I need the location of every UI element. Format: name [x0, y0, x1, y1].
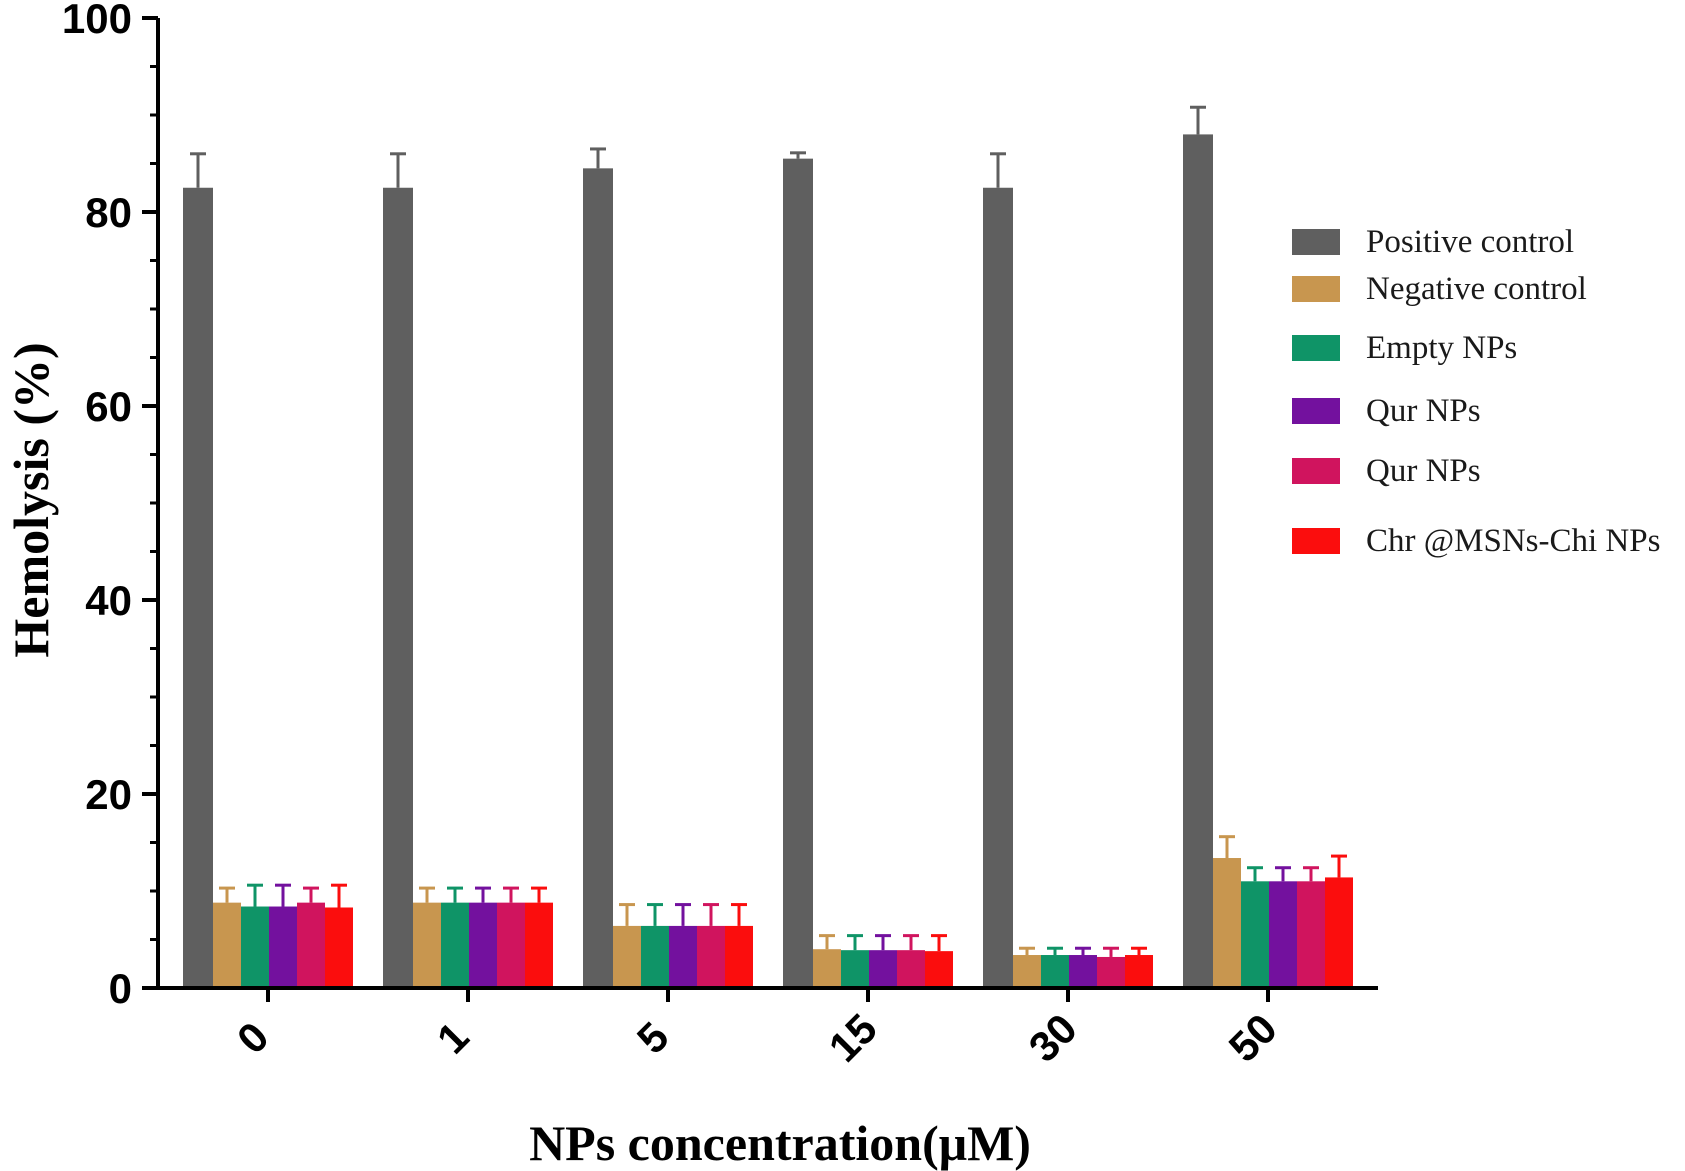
bar-3-cat-5 — [641, 925, 669, 988]
y-tick-label: 80 — [85, 189, 132, 236]
legend-swatch-3 — [1292, 335, 1340, 361]
y-tick-label: 20 — [85, 771, 132, 818]
bar-4-cat-0 — [269, 906, 297, 988]
bar-4-cat-30 — [1069, 955, 1097, 988]
x-tick-label: 5 — [628, 1013, 678, 1063]
legend-label-3: Empty NPs — [1366, 330, 1517, 366]
bar-1-cat-30 — [983, 187, 1013, 988]
bar-5-cat-5 — [697, 925, 725, 988]
x-tick-label: 1 — [428, 1013, 478, 1063]
bar-5-cat-50 — [1297, 881, 1325, 988]
bar-2-cat-50 — [1213, 858, 1241, 988]
bar-5-cat-1 — [497, 902, 525, 988]
bar-1-cat-5 — [583, 168, 613, 989]
bar-5-cat-0 — [297, 902, 325, 988]
bar-6-cat-0 — [325, 907, 353, 988]
bar-6-cat-50 — [1325, 877, 1353, 988]
bar-6-cat-1 — [525, 902, 553, 988]
legend: Positive control Negative control Empty NP… — [1292, 224, 1660, 559]
bar-2-cat-5 — [613, 925, 641, 988]
bar-6-cat-15 — [925, 951, 953, 988]
x-axis-title: NPs concentration(μM) — [529, 1115, 1031, 1171]
legend-swatch-1 — [1292, 229, 1340, 255]
bar-6-cat-5 — [725, 925, 753, 988]
bar-1-cat-50 — [1183, 134, 1213, 988]
bar-2-cat-0 — [213, 902, 241, 988]
bar-4-cat-1 — [469, 902, 497, 988]
y-tick-label: 60 — [85, 383, 132, 430]
legend-label-4: Qur NPs — [1366, 393, 1481, 429]
y-tick-label: 0 — [109, 965, 132, 1012]
legend-swatch-2 — [1292, 276, 1340, 302]
legend-swatch-6 — [1292, 528, 1340, 554]
bar-3-cat-50 — [1241, 881, 1269, 988]
legend-label-6: Chr @MSNs-Chi NPs — [1366, 523, 1660, 559]
y-tick-label: 100 — [62, 0, 132, 42]
bar-5-cat-15 — [897, 950, 925, 988]
bar-2-cat-15 — [813, 949, 841, 988]
legend-label-2: Negative control — [1366, 271, 1587, 307]
bar-2-cat-30 — [1013, 955, 1041, 988]
bar-4-cat-50 — [1269, 881, 1297, 988]
x-tick-label: 30 — [1020, 1005, 1086, 1071]
y-tick-label: 40 — [85, 577, 132, 624]
bar-4-cat-15 — [869, 950, 897, 988]
legend-label-5: Qur NPs — [1366, 453, 1481, 489]
bar-5-cat-30 — [1097, 956, 1125, 988]
legend-swatch-4 — [1292, 398, 1340, 424]
bar-1-cat-0 — [183, 187, 213, 988]
bar-3-cat-15 — [841, 950, 869, 988]
bar-6-cat-30 — [1125, 955, 1153, 988]
legend-label-1: Positive control — [1366, 224, 1574, 260]
bar-1-cat-15 — [783, 158, 813, 988]
bars — [183, 134, 1353, 989]
bar-3-cat-1 — [441, 902, 469, 988]
legend-swatch-5 — [1292, 458, 1340, 484]
bar-3-cat-30 — [1041, 955, 1069, 988]
x-tick-label: 0 — [228, 1013, 278, 1063]
error-bars — [190, 105, 1347, 957]
bar-3-cat-0 — [241, 906, 269, 988]
x-tick-label: 50 — [1220, 1005, 1286, 1071]
x-tick-label: 15 — [820, 1005, 886, 1071]
bar-2-cat-1 — [413, 902, 441, 988]
bar-4-cat-5 — [669, 925, 697, 988]
y-axis-title: Hemolysis (%) — [3, 342, 59, 657]
bar-1-cat-1 — [383, 187, 413, 988]
